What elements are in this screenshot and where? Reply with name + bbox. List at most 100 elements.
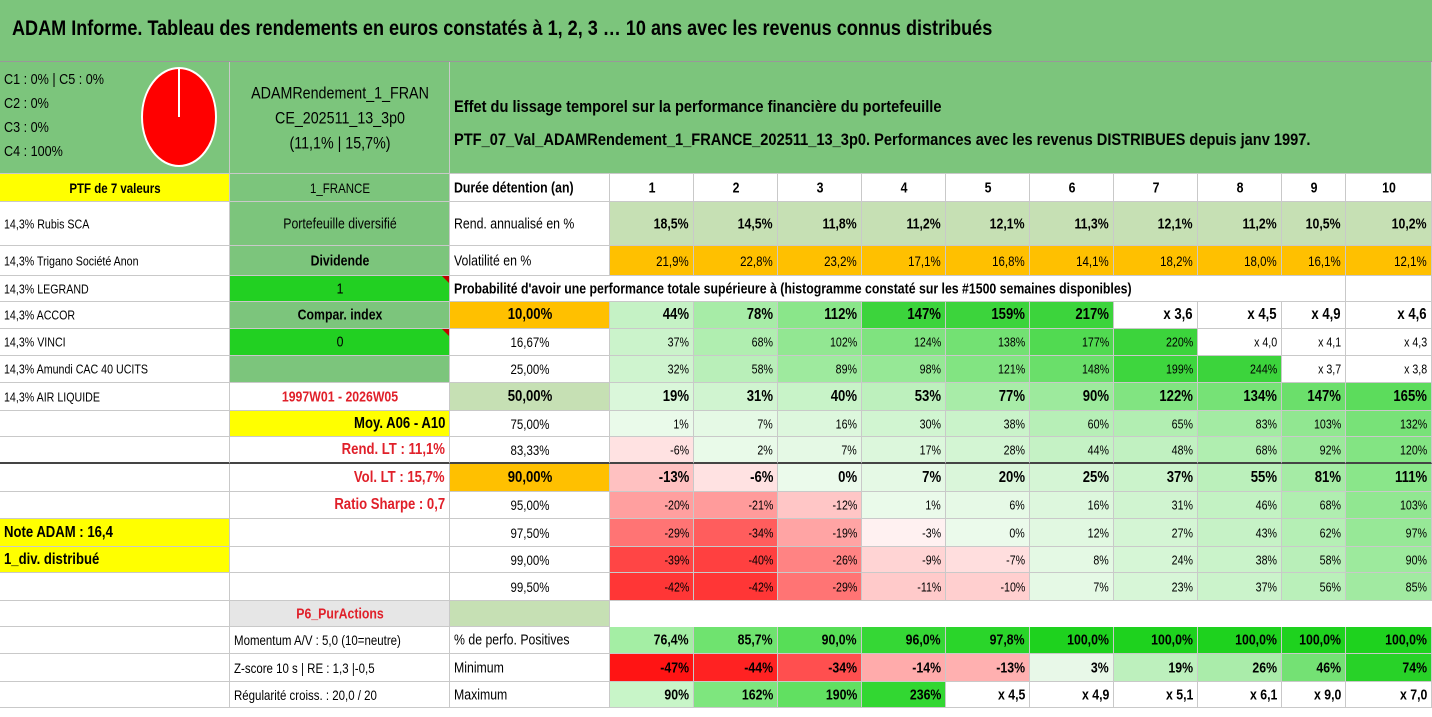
annual-yield-label-text: Rend. annualisé en % [454, 215, 575, 232]
probability-value-text: -6% [749, 468, 773, 486]
dividend-label: Dividende [230, 246, 450, 276]
probability-value-text: -42% [664, 579, 689, 594]
probability-value-text: 7% [757, 416, 773, 431]
portfolio-name: ADAMRendement_1_FRAN CE_202511_13_3p0 (11,… [251, 80, 429, 155]
volatility-value: 18,2% [1114, 246, 1198, 276]
probability-value: -6% [610, 437, 694, 464]
probability-value: 138% [946, 329, 1030, 356]
probability-value: 27% [1114, 519, 1198, 547]
annual-yield-value: 11,2% [862, 202, 946, 246]
empty-cell [0, 411, 230, 437]
probability-value: 148% [1030, 356, 1114, 383]
probability-value: 43% [1198, 519, 1282, 547]
probability-value-text: 90% [1405, 552, 1427, 567]
probability-value-text: 165% [1393, 387, 1427, 405]
probability-value: -11% [862, 573, 946, 601]
probability-value: 83% [1198, 411, 1282, 437]
probability-value-text: -34% [748, 525, 773, 540]
long-term-yield: Rend. LT : 11,1% [230, 437, 450, 464]
probability-value-text: 12% [1087, 525, 1109, 540]
year-header: 6 [1030, 174, 1114, 202]
probability-value-text: 27% [1171, 525, 1193, 540]
probability-value-text: 244% [1249, 361, 1277, 377]
maximum-value-text: x 6,1 [1249, 686, 1277, 703]
minimum-value-text: -44% [744, 659, 773, 676]
holding-row-text: 14,3% LEGRAND [4, 281, 89, 296]
probability-value: -9% [862, 547, 946, 573]
year-header: 9 [1282, 174, 1346, 202]
zscore-label-text: Z-score 10 s | RE : 1,3 |-0,5 [234, 659, 375, 676]
probability-value: x 4,6 [1346, 302, 1432, 329]
positive-share-value-text: 100,0% [1235, 631, 1277, 649]
probability-value-text: -42% [748, 579, 773, 594]
probability-value: 90% [1346, 547, 1432, 573]
probability-value-text: 77% [998, 387, 1025, 405]
probability-value-text: 68% [751, 334, 773, 350]
probability-value-text: 122% [1159, 387, 1193, 405]
probability-threshold-text: 25,00% [510, 361, 549, 377]
volatility-value-text: 12,1% [1394, 252, 1427, 269]
probability-value: 55% [1198, 464, 1282, 492]
maximum-value: x 7,0 [1346, 682, 1432, 708]
annual-yield-value-text: 10,5% [1306, 215, 1341, 232]
probability-value: -3% [862, 519, 946, 547]
probability-threshold-text: 16,67% [510, 334, 549, 350]
probability-value: 0% [778, 464, 862, 492]
probability-value-text: -13% [658, 468, 689, 486]
probability-value-text: 7% [922, 468, 941, 486]
minimum-value-text: 74% [1402, 659, 1427, 676]
year-header: 2 [694, 174, 778, 202]
composition-line: C3 : 0% [4, 119, 49, 136]
probability-value-text: 120% [1399, 442, 1427, 457]
probability-value-text: 147% [1307, 387, 1341, 405]
composition-pie-chart [141, 67, 217, 167]
probability-value: 12% [1030, 519, 1114, 547]
probability-value: 111% [1346, 464, 1432, 492]
probability-value-text: -39% [664, 552, 689, 567]
probability-value-text: 1% [925, 497, 941, 513]
probability-value-text: 90% [1082, 387, 1109, 405]
probability-value-text: 44% [662, 306, 689, 323]
adam-score: Note ADAM : 16,4 [0, 519, 230, 547]
positive-share-value-text: 100,0% [1385, 631, 1427, 649]
positive-share-value: 97,8% [946, 627, 1030, 654]
positive-share-value: 100,0% [1114, 627, 1198, 654]
long-term-yield-text: Rend. LT : 11,1% [341, 440, 445, 458]
dividend-mode-text: 1_div. distribué [4, 550, 100, 568]
probability-value: 89% [778, 356, 862, 383]
composition-line: C2 : 0% [4, 95, 49, 112]
probability-value-text: 20% [998, 468, 1025, 486]
probability-value-text: 24% [1171, 552, 1193, 567]
probability-value-text: x 3,6 [1163, 306, 1193, 323]
composition-list: C1 : 0% | C5 : 0% C2 : 0% C3 : 0% C4 : 100% [4, 68, 104, 164]
probability-value-text: -9% [922, 552, 941, 567]
maximum-value-text: x 5,1 [1165, 686, 1193, 703]
probability-value: 7% [1030, 573, 1114, 601]
probability-value-text: 220% [1165, 334, 1193, 350]
probability-value: 23% [1114, 573, 1198, 601]
volatility-value-text: 18,0% [1244, 252, 1277, 269]
probability-value: -7% [946, 547, 1030, 573]
annual-yield-value-text: 18,5% [654, 215, 689, 232]
probability-value: 1% [862, 492, 946, 519]
holding-row: 14,3% VINCI [0, 329, 230, 356]
volatility-value-text: 23,2% [824, 252, 857, 269]
probability-threshold-text: 10,00% [507, 306, 552, 323]
probability-value-text: 16% [1087, 497, 1109, 513]
probability-value-text: x 3,8 [1403, 361, 1427, 377]
positive-share-value-text: 90,0% [822, 631, 857, 649]
maximum-label: Maximum [450, 682, 610, 708]
dividend-label-text: Dividende [310, 252, 369, 269]
probability-value: 244% [1198, 356, 1282, 383]
probability-value: 68% [1282, 492, 1346, 519]
annual-yield-value: 11,3% [1030, 202, 1114, 246]
average-range-text: Moy. A06 - A10 [353, 414, 445, 432]
probability-value: 16% [1030, 492, 1114, 519]
index-compare-value-text: 0 [336, 333, 343, 351]
probability-value: x 4,3 [1346, 329, 1432, 356]
probability-value: 31% [1114, 492, 1198, 519]
minimum-value: -44% [694, 654, 778, 682]
probability-value: 37% [1198, 573, 1282, 601]
minimum-value: 3% [1030, 654, 1114, 682]
probability-value-text: -11% [916, 579, 941, 594]
